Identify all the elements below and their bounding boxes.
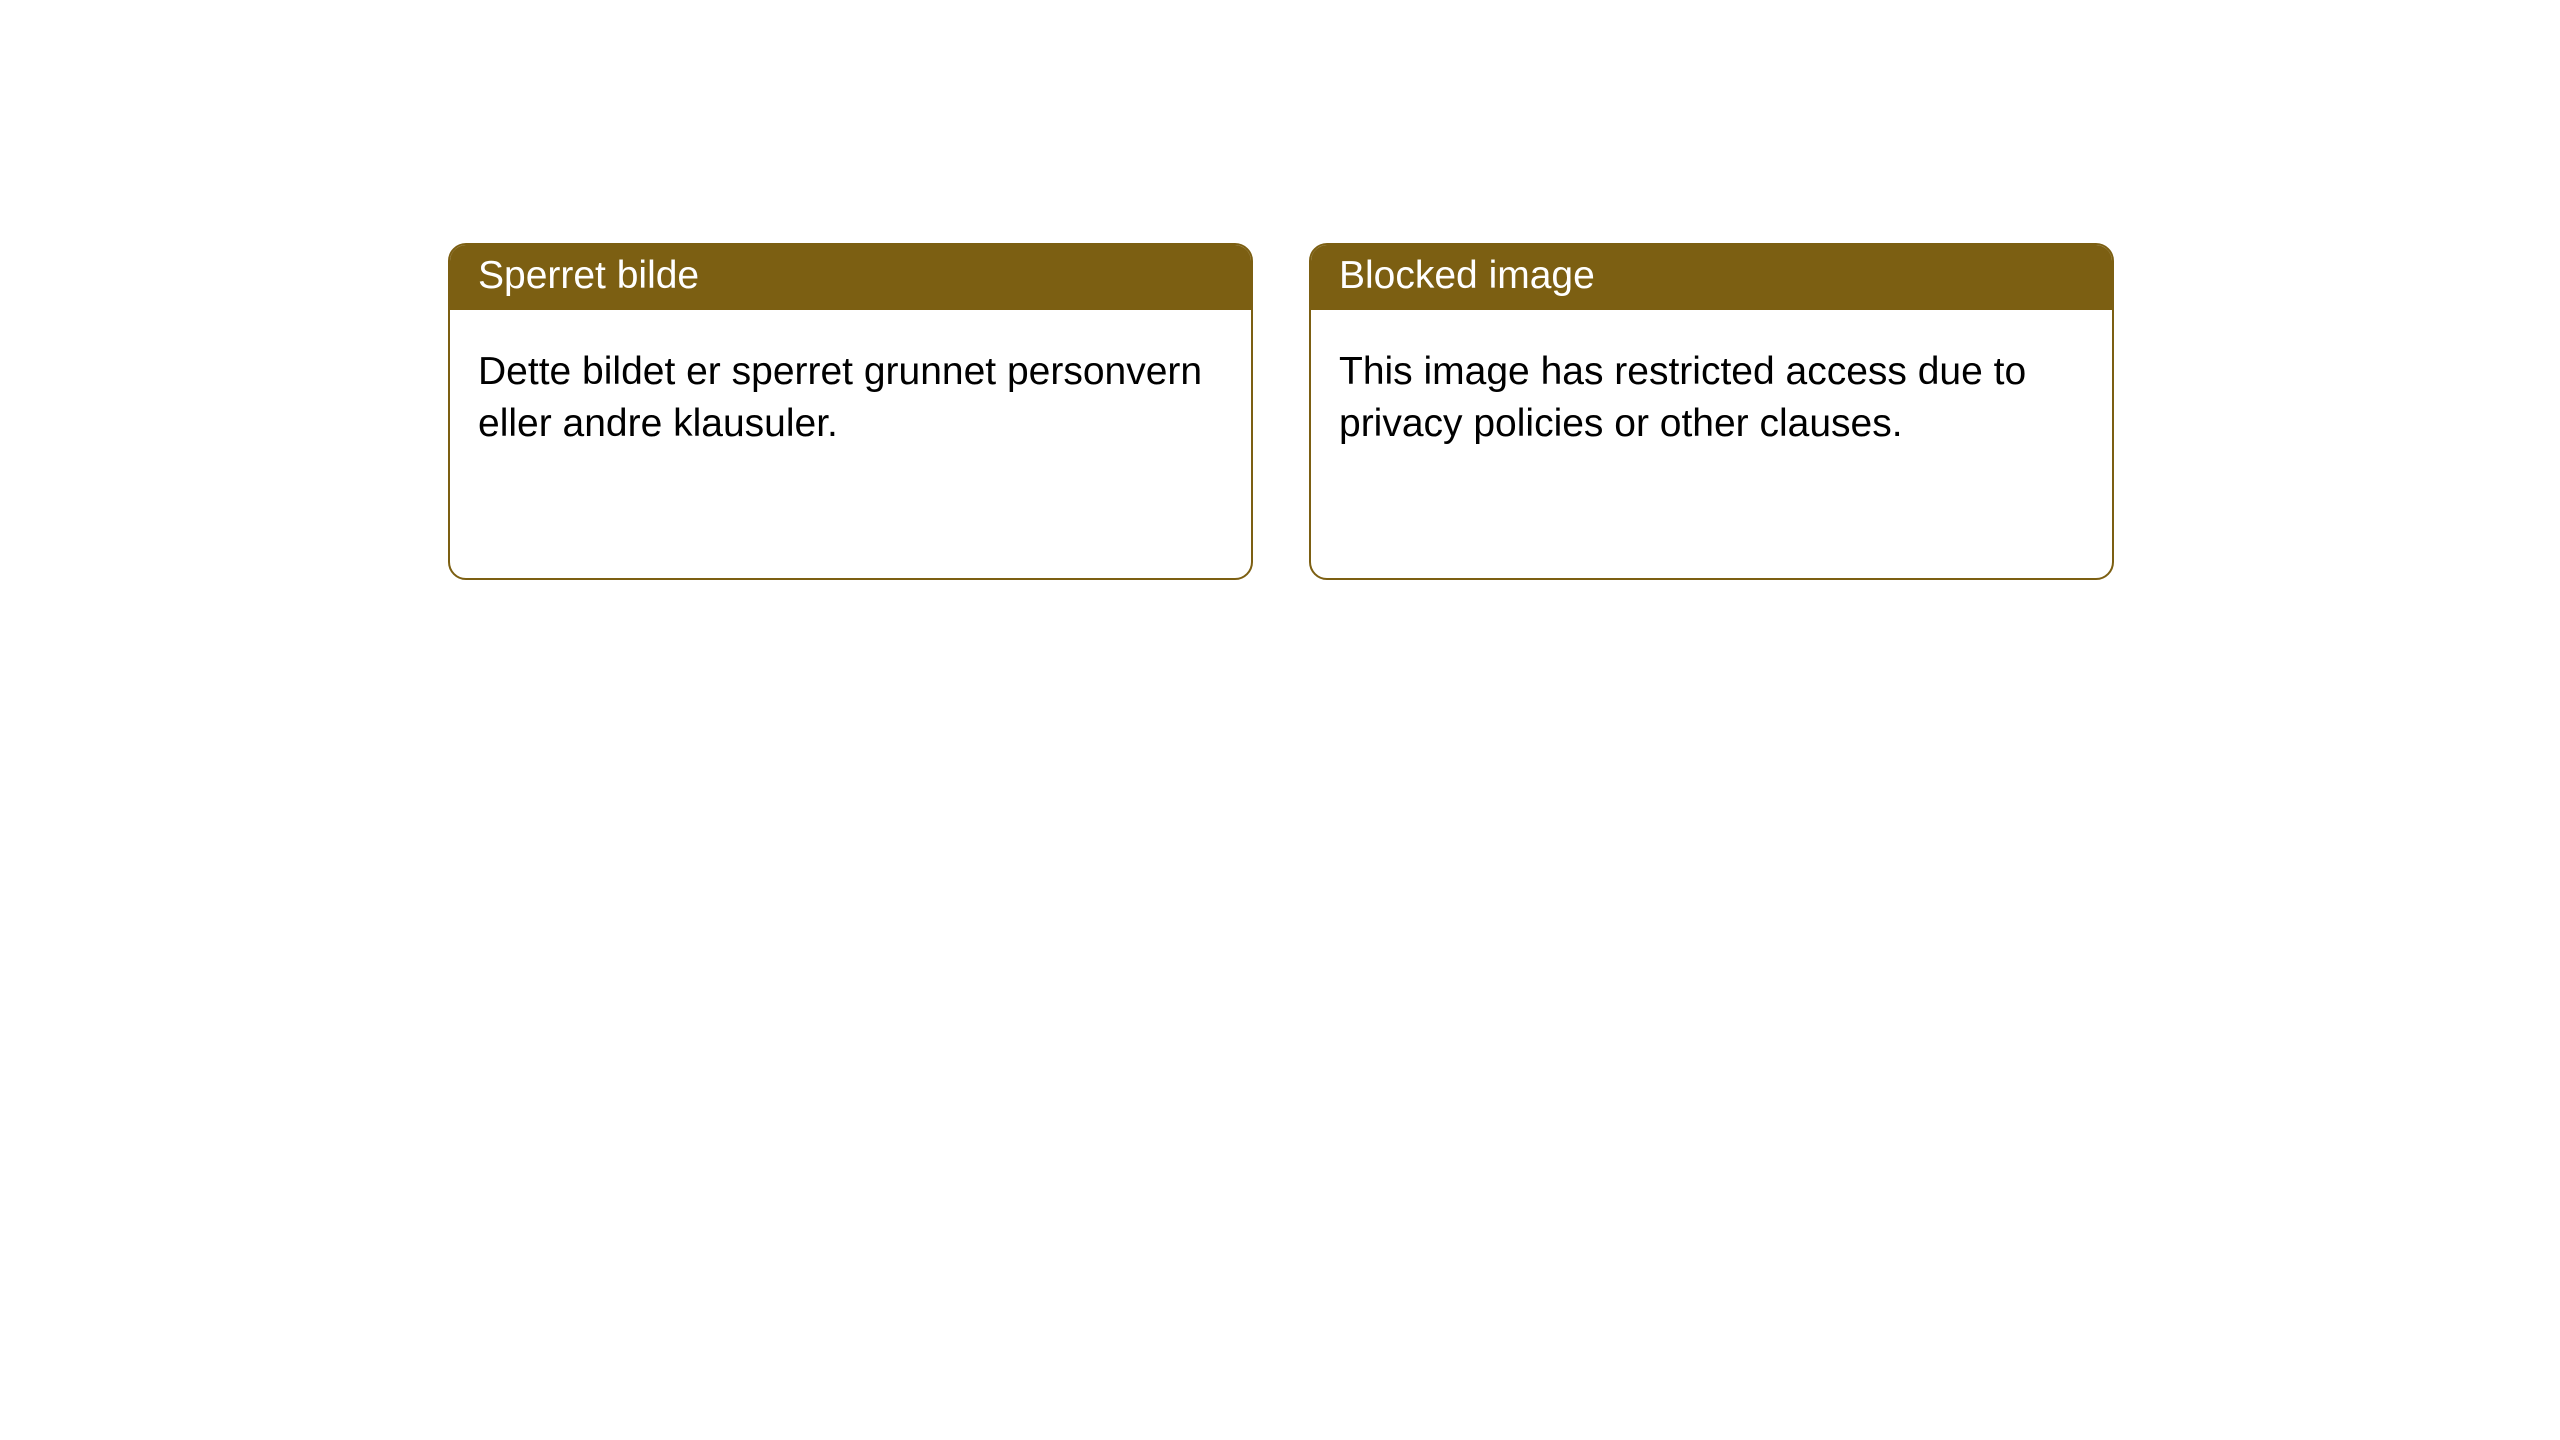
- card-body-no: Dette bildet er sperret grunnet personve…: [450, 310, 1251, 487]
- card-title-en: Blocked image: [1339, 254, 1595, 297]
- card-text-no: Dette bildet er sperret grunnet personve…: [478, 350, 1202, 446]
- blocked-image-card-en: Blocked image This image has restricted …: [1309, 243, 2114, 580]
- blocked-image-card-no: Sperret bilde Dette bildet er sperret gr…: [448, 243, 1253, 580]
- card-header-en: Blocked image: [1311, 245, 2112, 310]
- card-header-no: Sperret bilde: [450, 245, 1251, 310]
- notice-container: Sperret bilde Dette bildet er sperret gr…: [0, 0, 2560, 580]
- card-text-en: This image has restricted access due to …: [1339, 350, 2026, 446]
- card-title-no: Sperret bilde: [478, 254, 699, 297]
- card-body-en: This image has restricted access due to …: [1311, 310, 2112, 487]
